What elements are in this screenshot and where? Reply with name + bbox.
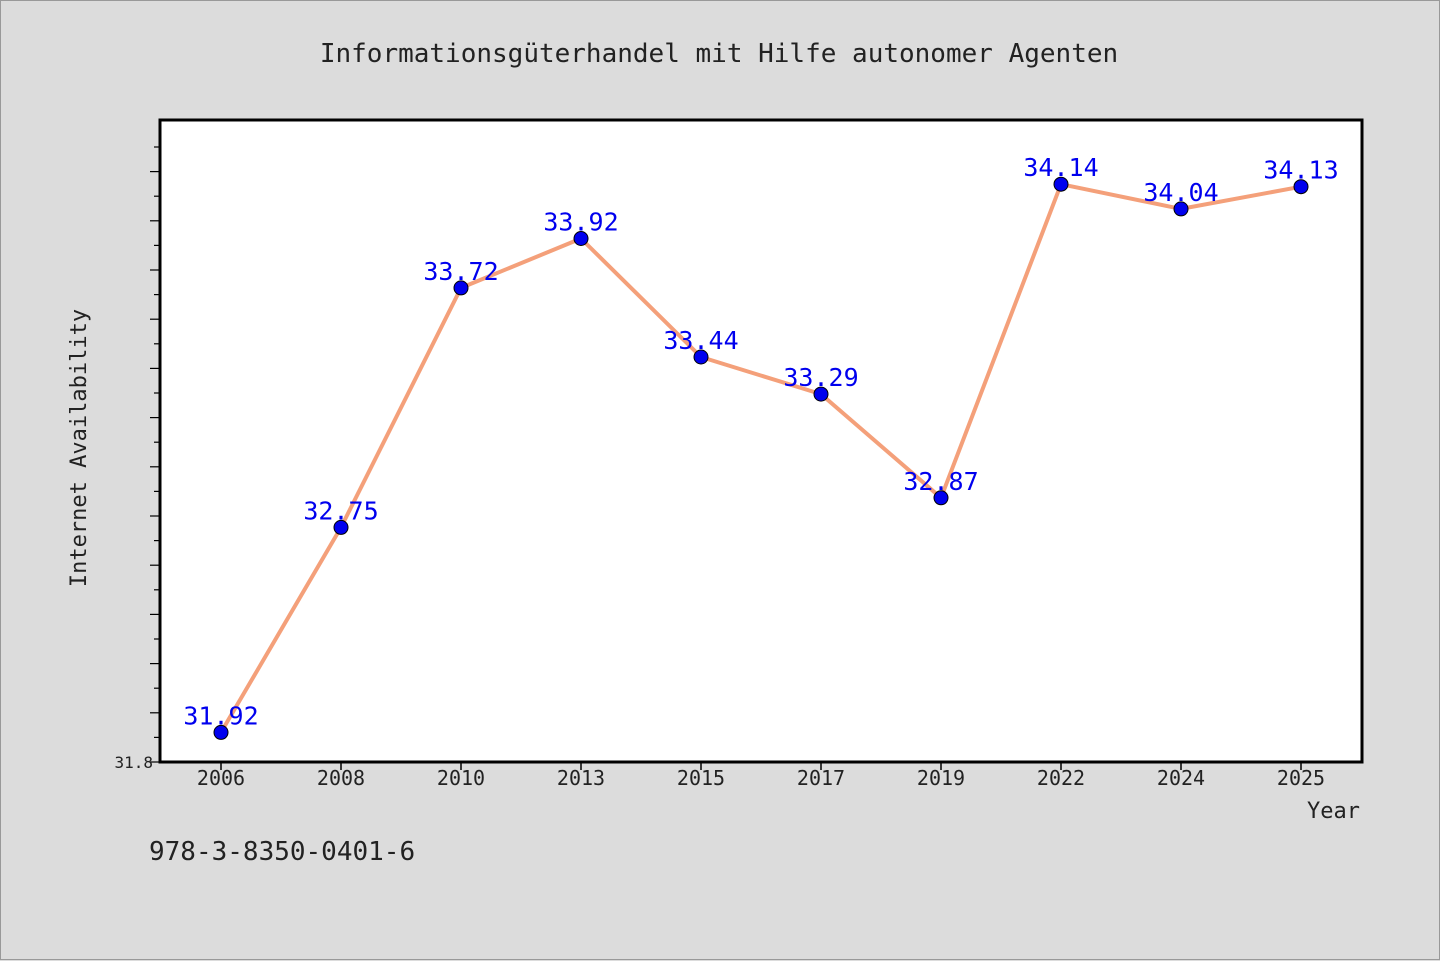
- data-point: [1053, 176, 1069, 192]
- chart-title: Informationsgüterhandel mit Hilfe autono…: [320, 39, 1118, 69]
- data-label: 33.44: [663, 326, 738, 355]
- data-point: [573, 231, 589, 246]
- data-point: [1173, 201, 1189, 217]
- data-label: 33.92: [543, 208, 618, 237]
- data-point: [813, 386, 829, 402]
- data-label: 31.92: [183, 701, 258, 730]
- x-tick-label: 2022: [1037, 766, 1085, 790]
- x-tick-label: 2015: [677, 766, 725, 790]
- data-point: [1293, 179, 1309, 195]
- data-label: 34.13: [1263, 156, 1338, 185]
- series-line: [219, 182, 1302, 734]
- x-tick-label: 2013: [557, 766, 605, 790]
- y-axis-ticks: [150, 146, 160, 763]
- isbn-text: 978-3-8350-0401-6: [149, 837, 416, 867]
- y-axis-label: Internet Availability: [67, 309, 92, 587]
- data-label: 32.75: [303, 496, 378, 525]
- y-tick-label: 31.8: [114, 753, 153, 772]
- data-point: [933, 490, 949, 506]
- data-label: 33.72: [423, 257, 498, 286]
- x-tick-label: 2008: [317, 766, 365, 790]
- x-tick-label: 2017: [797, 766, 845, 790]
- x-tick-label: 2024: [1157, 766, 1205, 790]
- data-point: [693, 349, 709, 365]
- x-tick-label: 2025: [1277, 766, 1325, 790]
- x-tick-label: 2019: [917, 766, 965, 790]
- series-layer: [213, 176, 1309, 740]
- x-tick-label: 2006: [197, 766, 245, 790]
- x-axis-label: Year: [1307, 799, 1360, 824]
- data-point: [453, 280, 469, 296]
- x-tick-label: 2010: [437, 766, 485, 790]
- data-label: 34.14: [1023, 153, 1098, 182]
- data-labels-layer: 31.92 32.75 33.72 33.92 33.44 33.29 32.87 34.14…: [183, 153, 1338, 730]
- x-axis-ticks: 2006 2008 2010 2013 2015 2017 2019 2022 2024 2025: [197, 762, 1325, 790]
- data-label: 32.87: [903, 467, 978, 496]
- data-label: 33.29: [783, 363, 858, 392]
- plot-area: [158, 118, 1364, 764]
- data-label: 34.04: [1143, 178, 1218, 207]
- data-point: [213, 724, 229, 740]
- data-point: [333, 519, 349, 535]
